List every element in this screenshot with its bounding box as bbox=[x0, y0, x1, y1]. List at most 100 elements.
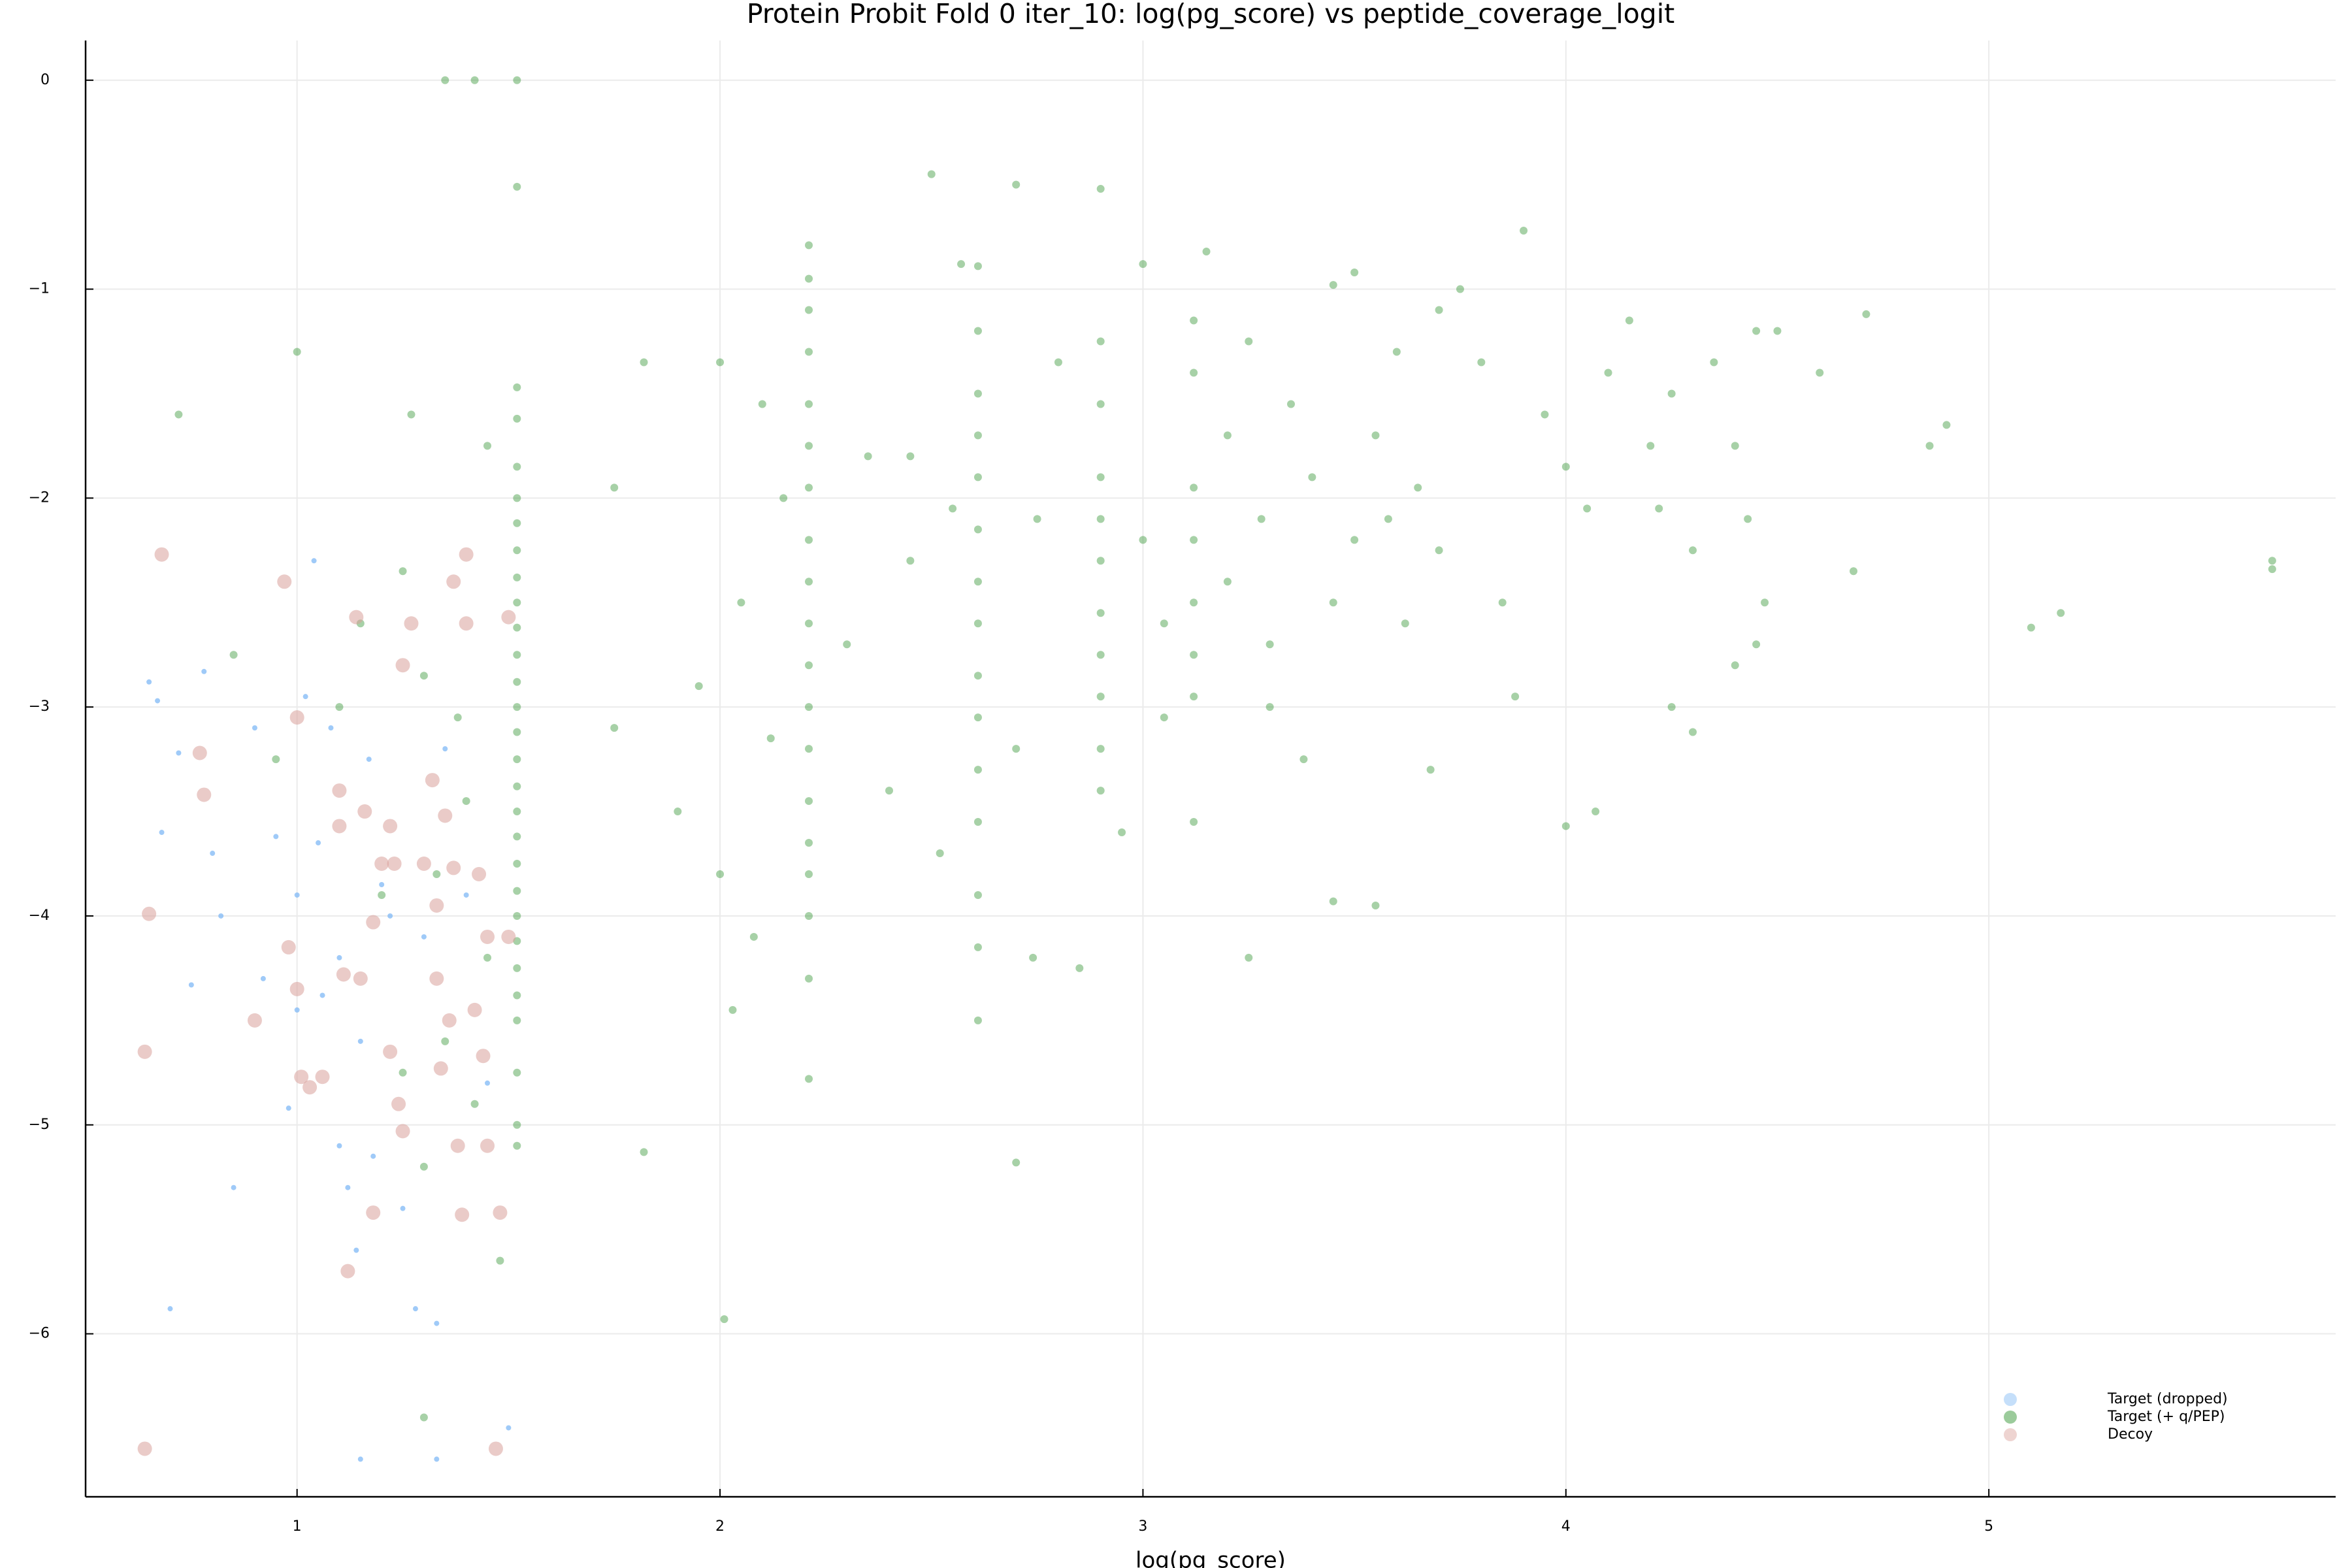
point bbox=[1350, 536, 1359, 544]
point bbox=[513, 991, 521, 1000]
point bbox=[927, 170, 936, 178]
point bbox=[513, 383, 521, 391]
legend-label: Target (+ q/PEP) bbox=[2107, 1409, 2225, 1425]
point bbox=[1190, 693, 1198, 701]
point bbox=[506, 1425, 512, 1431]
point bbox=[1245, 337, 1253, 346]
point bbox=[395, 658, 410, 673]
point bbox=[1012, 180, 1021, 189]
point bbox=[1329, 281, 1337, 289]
point bbox=[1223, 578, 1232, 586]
point bbox=[470, 76, 479, 84]
point bbox=[407, 410, 416, 419]
point bbox=[1752, 327, 1761, 335]
legend-label: Decoy bbox=[2108, 1426, 2153, 1443]
point bbox=[1160, 619, 1168, 628]
point bbox=[779, 494, 788, 502]
point bbox=[336, 967, 351, 982]
point bbox=[1744, 515, 1752, 523]
point bbox=[459, 616, 474, 631]
point bbox=[1414, 483, 1422, 492]
point bbox=[720, 1315, 728, 1324]
point bbox=[332, 783, 347, 798]
point bbox=[1190, 598, 1198, 607]
point bbox=[1190, 368, 1198, 377]
point bbox=[2268, 557, 2276, 565]
point bbox=[434, 1320, 440, 1326]
point bbox=[1689, 546, 1697, 555]
point bbox=[1520, 227, 1528, 235]
y-tick-label: −6 bbox=[29, 1326, 50, 1342]
point bbox=[1118, 828, 1126, 837]
point bbox=[416, 857, 431, 872]
point bbox=[455, 1207, 470, 1222]
point bbox=[470, 1100, 479, 1108]
point bbox=[1054, 358, 1062, 367]
point bbox=[483, 442, 491, 450]
point bbox=[472, 866, 487, 881]
point bbox=[513, 494, 521, 502]
point bbox=[155, 698, 161, 704]
point bbox=[336, 955, 342, 960]
point bbox=[332, 819, 347, 834]
point bbox=[501, 610, 516, 625]
point bbox=[805, 400, 813, 408]
point bbox=[973, 1016, 982, 1024]
point bbox=[463, 892, 469, 898]
point bbox=[906, 557, 915, 565]
point bbox=[1625, 316, 1633, 325]
point bbox=[1160, 713, 1168, 722]
series bbox=[137, 547, 516, 1456]
point bbox=[610, 483, 619, 492]
point bbox=[1012, 1158, 1021, 1167]
point bbox=[2057, 609, 2065, 617]
point bbox=[1942, 421, 1951, 429]
point bbox=[1371, 901, 1380, 909]
point bbox=[434, 1456, 440, 1462]
point bbox=[513, 519, 521, 527]
point bbox=[218, 913, 224, 919]
point bbox=[1561, 822, 1570, 830]
point bbox=[885, 787, 893, 795]
point bbox=[1096, 515, 1105, 523]
point bbox=[1139, 260, 1147, 269]
point bbox=[936, 849, 944, 858]
point bbox=[1371, 431, 1380, 440]
point bbox=[446, 574, 461, 589]
point bbox=[513, 728, 521, 736]
point bbox=[201, 668, 207, 674]
point bbox=[480, 929, 495, 944]
point bbox=[805, 870, 813, 878]
point bbox=[1511, 693, 1520, 701]
point bbox=[973, 890, 982, 899]
point bbox=[805, 797, 813, 806]
point bbox=[1710, 358, 1718, 367]
y-tick-label: −4 bbox=[29, 907, 50, 924]
point bbox=[383, 1044, 398, 1059]
point bbox=[1075, 964, 1084, 972]
point bbox=[1689, 728, 1697, 736]
point bbox=[513, 755, 521, 764]
point bbox=[805, 703, 813, 711]
point bbox=[805, 483, 813, 492]
point bbox=[513, 598, 521, 607]
y-tick-label: 0 bbox=[41, 72, 50, 88]
point bbox=[1096, 693, 1105, 701]
point bbox=[513, 808, 521, 816]
point bbox=[404, 616, 419, 631]
point bbox=[137, 1044, 152, 1059]
point bbox=[442, 746, 448, 752]
point bbox=[159, 830, 165, 836]
point bbox=[1329, 897, 1337, 906]
point bbox=[1190, 651, 1198, 659]
point bbox=[419, 672, 428, 680]
x-tick-label: 2 bbox=[715, 1518, 725, 1535]
point bbox=[289, 710, 304, 725]
legend-label: Target (dropped) bbox=[2107, 1391, 2228, 1407]
point bbox=[1667, 703, 1676, 711]
point bbox=[399, 567, 407, 576]
point bbox=[805, 911, 813, 920]
point bbox=[1287, 400, 1295, 408]
point bbox=[441, 1037, 449, 1045]
